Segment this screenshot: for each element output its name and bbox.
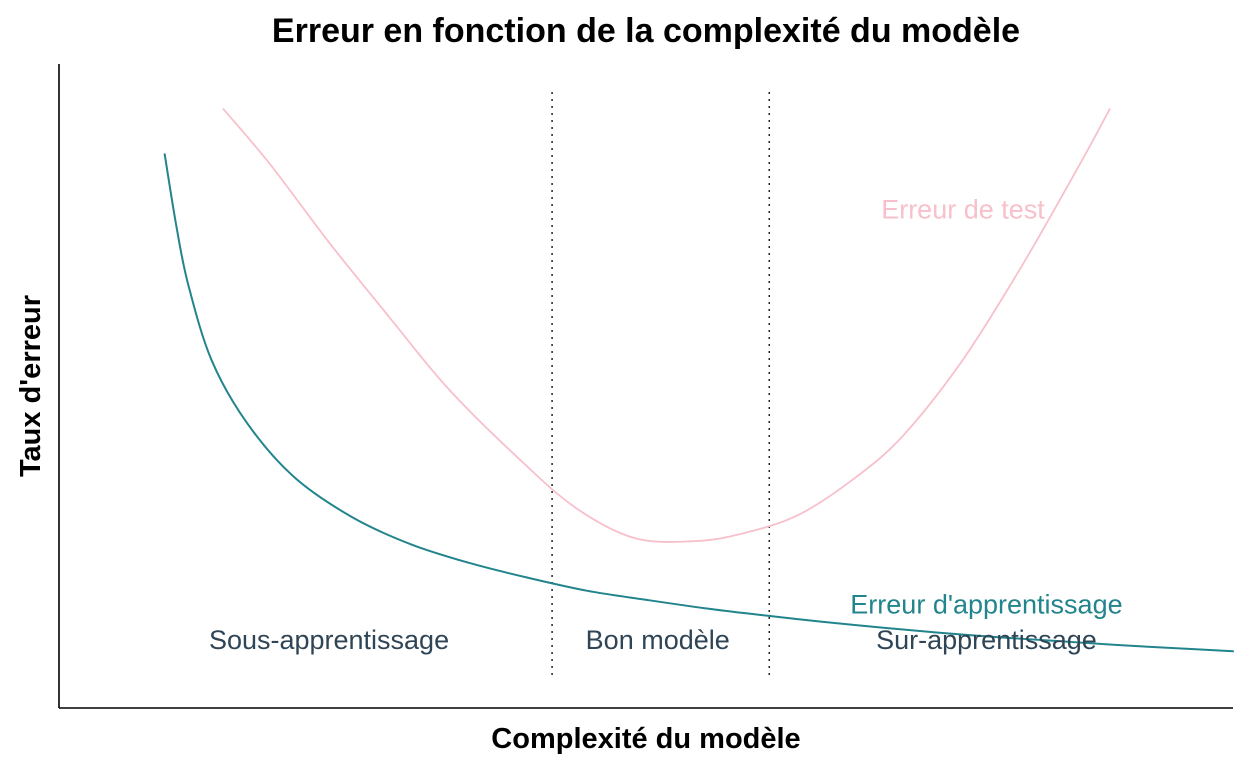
x-axis-title: Complexité du modèle xyxy=(491,723,800,755)
region-label-sur-apprentissage: Sur-apprentissage xyxy=(876,625,1097,655)
chart-title: Erreur en fonction de la complexité du m… xyxy=(272,12,1020,50)
series-line-erreur-d-apprentissage xyxy=(163,153,1234,653)
curve-label-erreur-de-test: Erreur de test xyxy=(881,195,1045,225)
region-label-sous-apprentissage: Sous-apprentissage xyxy=(209,625,449,655)
series-line-erreur-de-test xyxy=(222,108,1111,543)
curve-label-erreur-d-apprentissage: Erreur d'apprentissage xyxy=(850,589,1122,619)
region-label-bon-modele: Bon modèle xyxy=(586,625,730,655)
y-axis-title: Taux d'erreur xyxy=(15,295,47,477)
plot-area: Erreur de test Erreur d'apprentissage Sous… xyxy=(163,92,1234,680)
